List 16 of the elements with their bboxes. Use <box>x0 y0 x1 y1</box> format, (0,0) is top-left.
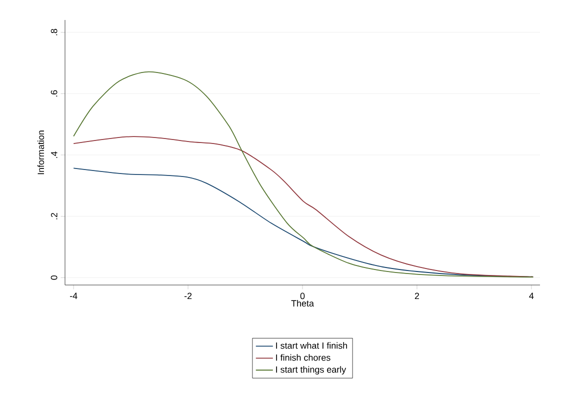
x-axis-title: Theta <box>291 300 314 307</box>
legend-label: I start what I finish <box>276 342 348 349</box>
x-tick-label: -4 <box>70 292 78 299</box>
x-tick-label: 2 <box>414 292 420 300</box>
x-tick-label: 0 <box>300 292 305 300</box>
x-tick-label: 4 <box>529 292 534 299</box>
x-tick-label: -2 <box>184 292 192 300</box>
y-tick-label: .6 <box>50 90 58 97</box>
y-axis-title: Information <box>37 130 44 174</box>
y-tick-label: .2 <box>50 213 58 220</box>
line-series <box>73 71 532 278</box>
y-tick-label: 0 <box>50 275 58 280</box>
y-tick-label: .8 <box>50 28 58 36</box>
y-tick-label: .4 <box>51 151 58 158</box>
legend-label: I start things early <box>276 366 346 374</box>
legend-label: I finish chores <box>276 354 330 361</box>
